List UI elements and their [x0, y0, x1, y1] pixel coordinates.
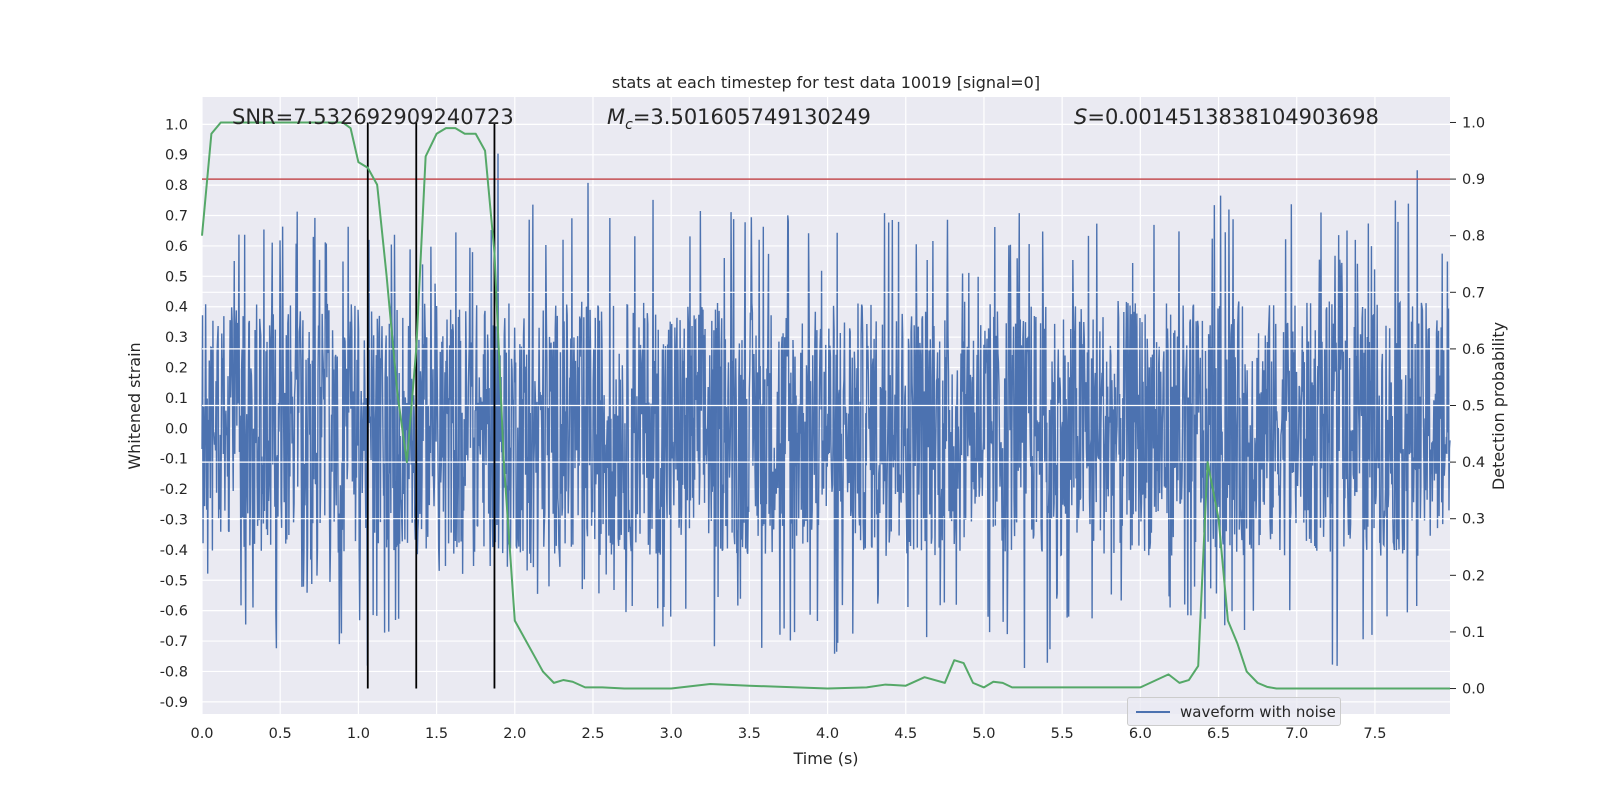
- chirp-mass-annotation: Mc=3.501605749130249: [607, 105, 871, 133]
- legend: waveform with noise: [1127, 697, 1341, 726]
- x-tick-label: 5.5: [1051, 726, 1074, 742]
- y-tick-label: 0.6: [165, 239, 188, 255]
- y-tick-label: -0.9: [160, 695, 188, 711]
- legend-label-waveform: waveform with noise: [1180, 702, 1336, 721]
- s-value: =0.0014513838104903698: [1087, 105, 1379, 129]
- y-tick-label: -0.6: [160, 604, 188, 620]
- x-tick-label: 3.5: [738, 726, 761, 742]
- x-tick-label: 7.0: [1285, 726, 1308, 742]
- y2-tick-label: 0.9: [1462, 172, 1485, 188]
- y-tick-label: 0.7: [165, 209, 188, 225]
- x-tick-label: 7.5: [1363, 726, 1386, 742]
- y2-tick-label: 0.3: [1462, 512, 1485, 528]
- y2-tick-label: 0.1: [1462, 625, 1485, 641]
- x-axis-label: Time (s): [792, 749, 858, 768]
- snr-annotation: SNR=7.532692909240723: [232, 105, 514, 129]
- tick-labels: 0.0 0.5 1.0 1.5 2.0 2.5 3.0 3.5 4.0 4.5 5.0 5.5 6.0 6…: [160, 115, 1485, 742]
- y-tick-label: 0.5: [165, 269, 188, 285]
- x-tick-label: 6.5: [1207, 726, 1230, 742]
- s-annotation: S=0.0014513838104903698: [1074, 105, 1379, 129]
- legend-swatch-waveform: [1136, 710, 1170, 713]
- y2-tick-label: 0.2: [1462, 568, 1485, 584]
- y-tick-label: 0.0: [165, 421, 188, 437]
- x-tick-label: 1.0: [347, 726, 370, 742]
- x-tick-label: 5.0: [972, 726, 995, 742]
- x-tick-label: 6.0: [1129, 726, 1152, 742]
- y2-tick-label: 0.6: [1462, 342, 1485, 358]
- x-tick-label: 2.5: [581, 726, 604, 742]
- y2-tick-label: 0.4: [1462, 455, 1485, 471]
- y-tick-label: -0.5: [160, 573, 188, 589]
- x-tick-label: 4.5: [894, 726, 917, 742]
- detection-probability-line: [201, 121, 1450, 690]
- x-tick-label: 0.0: [190, 726, 213, 742]
- x-tick-label: 4.0: [816, 726, 839, 742]
- overlay-grid: [202, 291, 1450, 520]
- x-tick-label: 1.5: [425, 726, 448, 742]
- y2-tick-label: 0.7: [1462, 285, 1485, 301]
- probability-series: [201, 121, 1450, 690]
- waveform-line: [201, 153, 1451, 669]
- y-tick-label: -0.4: [160, 543, 188, 559]
- y2-tick-label: 1.0: [1462, 115, 1485, 131]
- waveform-series: [201, 153, 1451, 669]
- y-tick-label: 1.0: [165, 117, 188, 133]
- y-tick-label: 0.3: [165, 330, 188, 346]
- chart-title: stats at each timestep for test data 100…: [612, 73, 1040, 92]
- y-tick-label: -0.7: [160, 634, 188, 650]
- y2-tick-label: 0.5: [1462, 399, 1485, 415]
- y-tick-label: 0.4: [165, 300, 188, 316]
- y2-tick-label: 0.8: [1462, 229, 1485, 245]
- y2-tick-label: 0.0: [1462, 682, 1485, 698]
- x-tick-label: 0.5: [269, 726, 292, 742]
- y-tick-label: -0.2: [160, 482, 188, 498]
- y-axis-label: Whitened strain: [125, 342, 144, 469]
- chirp-mass-subscript: c: [625, 117, 633, 133]
- y-tick-label: 0.9: [165, 148, 188, 164]
- y-tick-label: -0.8: [160, 664, 188, 680]
- y2-axis-label: Detection probability: [1489, 322, 1508, 490]
- chirp-mass-value: =3.501605749130249: [633, 105, 871, 129]
- y-tick-label: 0.1: [165, 391, 188, 407]
- y-tick-label: 0.2: [165, 361, 188, 377]
- y-tick-label: -0.3: [160, 512, 188, 528]
- y-tick-label: -0.1: [160, 452, 188, 468]
- chirp-mass-symbol: M: [607, 105, 625, 129]
- x-tick-label: 2.0: [503, 726, 526, 742]
- y-tick-label: 0.8: [165, 178, 188, 194]
- s-symbol: S: [1074, 105, 1087, 129]
- x-tick-label: 3.0: [660, 726, 683, 742]
